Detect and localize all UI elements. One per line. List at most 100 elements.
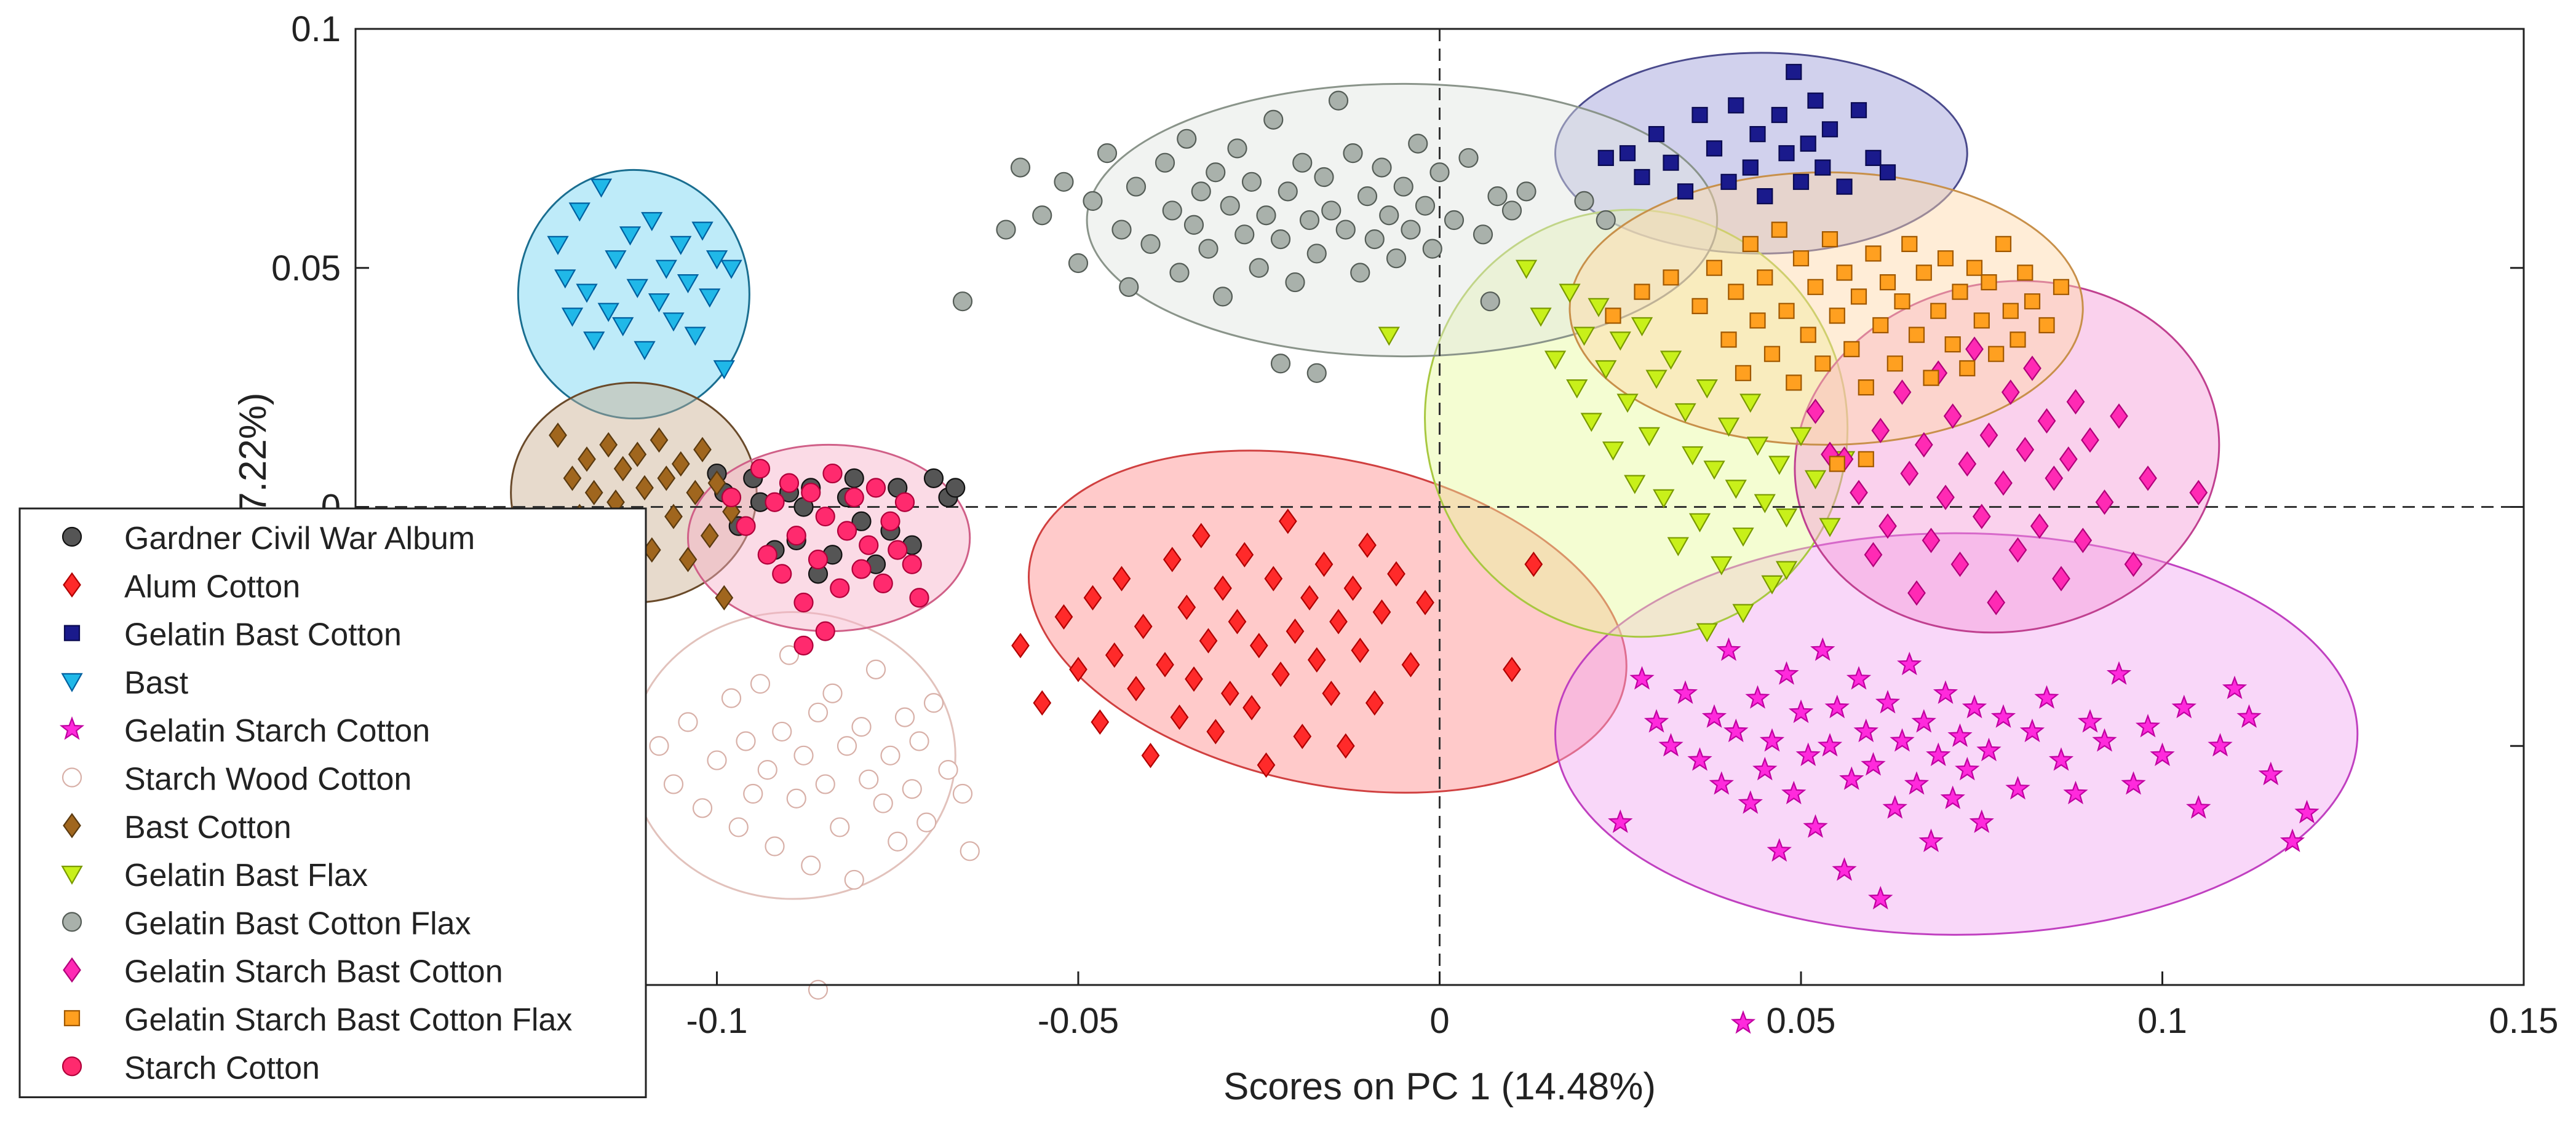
point-gelatin-starch-cotton xyxy=(1882,795,1907,819)
point-gelatin-starch-bast-cotton-flax xyxy=(1908,326,1925,343)
point-gelatin-bast-flax xyxy=(1588,298,1610,317)
point-starch-cotton xyxy=(851,559,872,579)
point-gelatin-bast-cotton-flax xyxy=(1321,200,1342,221)
point-bast-cotton xyxy=(578,446,596,472)
point-gelatin-starch-bast-cotton-flax xyxy=(1944,336,1961,353)
point-gelatin-bast-flax xyxy=(1660,350,1682,370)
point-gelatin-bast-flax xyxy=(1631,317,1653,337)
point-gelatin-bast-cotton xyxy=(1706,140,1723,157)
point-alum-cotton xyxy=(1365,690,1384,716)
point-bast xyxy=(619,226,642,246)
point-gelatin-bast-flax xyxy=(1544,350,1567,370)
point-starch-cotton xyxy=(721,487,742,508)
point-alum-cotton xyxy=(1343,575,1362,601)
point-gelatin-bast-cotton-flax xyxy=(1299,210,1320,231)
point-gelatin-starch-bast-cotton xyxy=(2052,566,2070,591)
point-gelatin-bast-cotton-flax xyxy=(1314,167,1334,188)
point-gelatin-starch-cotton xyxy=(1781,780,1807,805)
point-alum-cotton xyxy=(1191,523,1210,548)
point-gelatin-starch-bast-cotton xyxy=(1806,398,1825,424)
point-gelatin-starch-cotton xyxy=(2294,799,2320,824)
point-gelatin-bast-cotton-flax xyxy=(1111,219,1132,240)
point-bast xyxy=(568,202,590,222)
point-starch-cotton xyxy=(837,521,857,541)
point-gelatin-starch-cotton xyxy=(2048,747,2074,771)
point-bast-cotton xyxy=(678,547,698,572)
point-gelatin-bast-flax xyxy=(1573,326,1596,346)
point-bast-cotton xyxy=(635,475,654,500)
point-gelatin-bast-flax xyxy=(1790,427,1812,446)
point-starch-wood-cotton xyxy=(801,855,821,876)
point-gelatin-bast-cotton-flax xyxy=(1335,219,1356,240)
point-gelatin-bast-flax xyxy=(1775,561,1798,580)
point-gelatin-bast-cotton-flax xyxy=(1068,253,1089,274)
series-gelatin-starch-bast-cotton-flax xyxy=(1605,221,2070,472)
point-bast xyxy=(677,274,699,294)
point-gelatin-starch-cotton xyxy=(2063,780,2088,805)
point-starch-cotton xyxy=(757,545,777,565)
point-gelatin-starch-cotton xyxy=(2092,728,2117,752)
legend-item-gelatin-bast-flax: Gelatin Bast Flax xyxy=(61,858,368,893)
point-bast-cotton xyxy=(650,427,669,453)
legend-marker-gelatin-bast-cotton xyxy=(63,625,81,641)
point-alum-cotton xyxy=(1033,690,1052,716)
point-gelatin-starch-bast-cotton-flax xyxy=(1735,365,1752,381)
point-gelatin-bast-flax xyxy=(1746,437,1769,456)
point-gelatin-starch-bast-cotton xyxy=(1950,552,1970,577)
point-gelatin-starch-bast-cotton xyxy=(1936,484,1955,510)
point-gelatin-bast-cotton xyxy=(1677,183,1694,200)
point-gelatin-bast-flax xyxy=(1674,403,1696,423)
point-gelatin-bast-cotton-flax xyxy=(1032,205,1052,226)
point-starch-wood-cotton xyxy=(960,841,980,861)
point-starch-wood-cotton xyxy=(649,736,669,756)
point-bast-cotton xyxy=(549,422,567,448)
point-gelatin-bast-flax xyxy=(1775,508,1798,528)
legend-marker-gelatin-bast-flax xyxy=(61,865,83,885)
point-gelatin-starch-cotton xyxy=(2077,709,2103,733)
point-gelatin-bast-cotton-flax xyxy=(1487,186,1508,207)
point-gelatin-starch-bast-cotton-flax xyxy=(1879,274,1896,291)
point-starch-wood-cotton xyxy=(779,645,800,665)
point-starch-cotton xyxy=(830,578,850,598)
point-gelatin-starch-bast-cotton-flax xyxy=(1749,312,1766,329)
point-alum-cotton xyxy=(1134,614,1153,639)
series-bast xyxy=(547,178,742,380)
point-gelatin-starch-cotton xyxy=(1608,809,1633,833)
point-gelatin-starch-cotton xyxy=(2186,795,2211,819)
point-bast xyxy=(605,250,627,270)
point-starch-wood-cotton xyxy=(851,717,872,737)
point-gelatin-starch-bast-cotton xyxy=(2124,552,2143,577)
point-starch-cotton xyxy=(808,549,829,570)
point-alum-cotton xyxy=(1293,724,1312,749)
point-gelatin-bast-flax xyxy=(1696,379,1718,399)
point-gelatin-bast-cotton-flax xyxy=(1083,191,1103,211)
legend-marker-gardner-civil-war-album xyxy=(62,526,82,547)
point-gelatin-bast-cotton-flax xyxy=(1270,354,1291,374)
point-bast xyxy=(641,212,663,232)
point-alum-cotton xyxy=(1163,547,1182,572)
point-bast-cotton xyxy=(613,456,632,481)
point-gelatin-starch-bast-cotton-flax xyxy=(1728,283,1744,300)
point-gelatin-bast-cotton-flax xyxy=(1234,224,1255,245)
point-alum-cotton xyxy=(1220,681,1239,706)
series-starch-cotton xyxy=(721,459,929,656)
point-gelatin-starch-cotton xyxy=(1976,737,2002,762)
point-gelatin-starch-bast-cotton-flax xyxy=(1952,283,1968,300)
series-gelatin-bast-cotton-flax xyxy=(952,90,1616,383)
point-gelatin-bast-flax xyxy=(1602,441,1624,461)
point-gelatin-bast-flax xyxy=(1768,456,1791,475)
point-alum-cotton xyxy=(1401,652,1420,678)
legend-marker-gelatin-starch-cotton xyxy=(59,716,85,740)
legend-label: Gardner Civil War Album xyxy=(124,521,475,556)
legend-label: Gelatin Bast Flax xyxy=(124,858,368,893)
point-gelatin-starch-cotton xyxy=(1824,694,1850,719)
point-gelatin-starch-bast-cotton-flax xyxy=(1850,288,1867,305)
point-alum-cotton xyxy=(1271,662,1290,687)
point-alum-cotton xyxy=(1387,561,1405,587)
point-alum-cotton xyxy=(1524,552,1543,577)
point-bast-cotton xyxy=(584,480,603,505)
x-axis-label: Scores on PC 1 (14.48%) xyxy=(1223,1066,1656,1108)
point-gelatin-bast-cotton-flax xyxy=(1126,176,1147,197)
legend-item-starch-wood-cotton: Starch Wood Cotton xyxy=(62,762,411,797)
point-gelatin-starch-bast-cotton xyxy=(1922,528,1941,553)
